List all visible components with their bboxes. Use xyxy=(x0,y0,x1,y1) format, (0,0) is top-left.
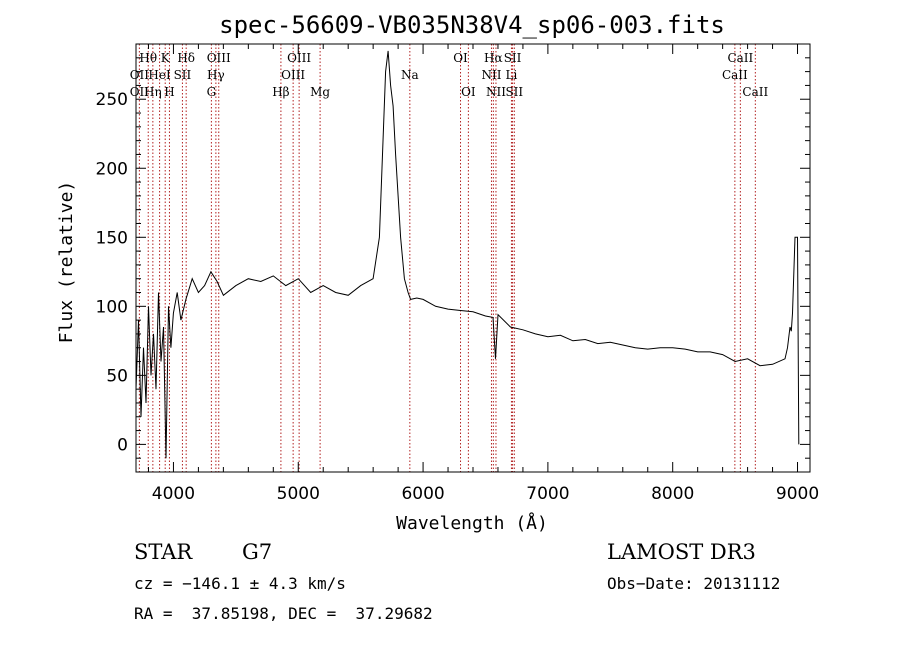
x-tick-label-3: 7000 xyxy=(526,484,569,504)
line-label-8: Hδ xyxy=(177,51,195,65)
line-label-26: CaII xyxy=(722,68,748,82)
x-tick-label-1: 5000 xyxy=(277,484,320,504)
x-tick-label-2: 6000 xyxy=(401,484,444,504)
line-label-5: HeI xyxy=(148,68,171,82)
axis-ticks: 4000 5000 6000 7000 8000 9000 0 50 100 150 200 250 xyxy=(96,44,819,504)
line-markers xyxy=(138,44,756,472)
x-tick-label-4: 8000 xyxy=(651,484,694,504)
line-label-17: OI xyxy=(453,51,468,65)
line-label-12: Hβ xyxy=(272,85,289,99)
x-axis-label: Wavelength (Å) xyxy=(396,512,548,534)
line-label-25: CaII xyxy=(727,51,753,65)
line-label-15: Mg xyxy=(310,85,330,99)
line-label-3: Hη xyxy=(144,85,162,99)
x-tick-label-5: 9000 xyxy=(776,484,819,504)
line-label-27: CaII xyxy=(742,85,768,99)
y-tick-label-5: 250 xyxy=(96,90,128,110)
y-axis-label: Flux (relative) xyxy=(56,181,77,344)
obs-date-text: Obs−Date: 20131112 xyxy=(607,574,781,593)
line-label-0: Hθ xyxy=(139,51,157,65)
line-label-23: Li xyxy=(506,68,518,82)
plot-frame xyxy=(135,43,811,473)
line-label-4: K xyxy=(161,51,171,65)
redshift-text: cz = −146.1 ± 4.3 km/s xyxy=(134,574,346,593)
coords-text: RA = 37.85198, DEC = 37.29682 xyxy=(134,604,433,623)
line-label-18: OI xyxy=(461,85,476,99)
chart-title: spec-56609-VB035N38V4_sp06-003.fits xyxy=(219,11,725,39)
line-label-16: Na xyxy=(401,68,419,82)
line-label-20: NII xyxy=(481,68,501,82)
line-label-11: G xyxy=(207,85,217,99)
survey-label: LAMOST DR3 xyxy=(607,540,756,564)
line-label-2: OII xyxy=(130,85,150,99)
y-tick-label-0: 0 xyxy=(117,435,128,455)
x-tick-label-0: 4000 xyxy=(152,484,195,504)
line-label-10: Hγ xyxy=(207,68,225,82)
line-label-7: SII xyxy=(174,68,192,82)
spectrum-line xyxy=(135,50,800,459)
line-label-6: H xyxy=(164,85,174,99)
y-tick-label-3: 150 xyxy=(96,228,128,248)
y-tick-label-2: 100 xyxy=(96,297,128,317)
line-label-1: OII xyxy=(130,68,150,82)
object-class: STAR xyxy=(134,540,193,564)
line-label-13: OIII xyxy=(287,51,311,65)
y-tick-label-1: 50 xyxy=(106,366,128,386)
line-label-22: SII xyxy=(504,51,522,65)
line-label-24: SII xyxy=(505,85,523,99)
object-subclass: G7 xyxy=(242,540,273,564)
y-tick-label-4: 200 xyxy=(96,159,128,179)
line-label-21: NII xyxy=(486,85,506,99)
line-label-9: OIII xyxy=(207,51,231,65)
line-label-19: Hα xyxy=(484,51,503,65)
line-label-14: OIII xyxy=(281,68,305,82)
